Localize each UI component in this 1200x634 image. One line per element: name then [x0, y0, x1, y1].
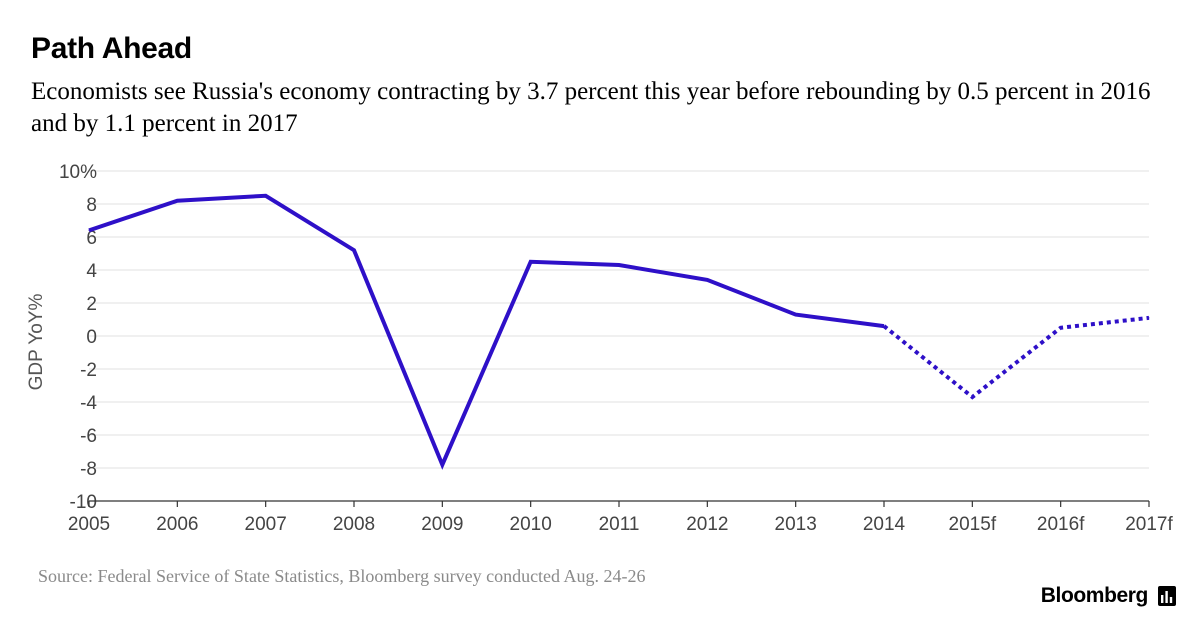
y-tick-label: 6	[86, 228, 97, 249]
chart-title: Path Ahead	[31, 32, 192, 65]
x-tick-label: 2009	[421, 514, 463, 535]
x-tick-label: 2005	[68, 514, 110, 535]
data-point-2008	[353, 249, 355, 251]
source-note: Source: Federal Service of State Statist…	[38, 566, 646, 586]
y-tick-label: 2	[86, 294, 97, 315]
y-tick-label: -4	[80, 393, 97, 414]
y-tick-label: -8	[80, 459, 97, 480]
gdp-line-chart: 10% 8 6 4 2 0 -2 -4 -6 -8 -10 2005 2006 2007 2008 2009…	[26, 162, 1173, 535]
y-tick-label: -2	[80, 360, 97, 381]
x-tick-label: 2014	[863, 514, 906, 535]
data-point-2013	[795, 314, 797, 316]
y-tick-label: 0	[86, 327, 97, 348]
data-point-2009	[441, 464, 443, 466]
x-axis: 2005 2006 2007 2008 2009 2010 2011 2012 2013 2014…	[68, 500, 1173, 535]
y-tick-label: 10%	[59, 162, 97, 183]
data-point-2007	[265, 195, 267, 197]
x-tick-label: 2017f	[1125, 514, 1173, 535]
data-point-2016f	[1060, 327, 1062, 329]
x-tick-label: 2008	[333, 514, 375, 535]
forecast-gdp-line	[882, 315, 1150, 400]
brand-logo: Bloomberg	[1040, 584, 1149, 607]
gridlines	[89, 170, 1149, 469]
data-point-2012	[706, 279, 708, 281]
y-tick-label: 4	[86, 261, 97, 282]
chart-subtitle: Economists see Russia's economy contract…	[31, 78, 1151, 137]
actual-gdp-line	[88, 193, 885, 470]
x-tick-label: 2010	[510, 514, 552, 535]
y-axis-label: GDP YoY%	[26, 293, 47, 390]
x-tick-label: 2006	[156, 514, 198, 535]
gdp-series	[88, 193, 1150, 470]
x-tick-label: 2015f	[949, 514, 997, 535]
data-point-2006	[176, 200, 178, 202]
x-tick-label: 2013	[775, 514, 817, 535]
y-tick-label: -6	[80, 426, 97, 447]
data-point-2010	[530, 261, 532, 263]
data-point-2015f	[971, 396, 973, 398]
y-tick-label: -10	[70, 492, 97, 513]
x-tick-label: 2016f	[1037, 514, 1085, 535]
x-tick-label: 2012	[686, 514, 728, 535]
x-tick-label: 2007	[245, 514, 287, 535]
y-axis-ticks: 10% 8 6 4 2 0 -2 -4 -6 -8 -10	[59, 162, 97, 513]
data-point-2005	[88, 229, 90, 231]
data-point-2014	[883, 325, 885, 327]
bloomberg-terminal-icon	[1158, 586, 1176, 606]
data-point-2011	[618, 264, 620, 266]
x-tick-label: 2011	[599, 514, 640, 535]
data-point-2017f	[1148, 317, 1150, 319]
y-tick-label: 8	[86, 195, 97, 216]
